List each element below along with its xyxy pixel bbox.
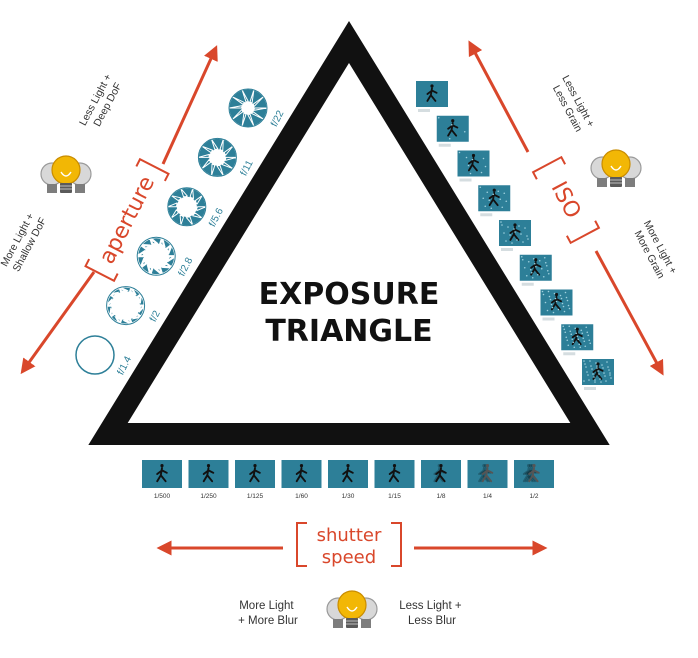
aperture-bracket-right: [135, 157, 170, 182]
aperture-bottom-note: More Light + Shallow DoF: [0, 209, 50, 275]
aperture-label: aperture: [95, 172, 160, 268]
iso-arrow-lower: [594, 250, 664, 376]
iso-frame: [478, 185, 511, 217]
shutter-bracket-left: [296, 522, 307, 567]
shutter-label-line-2: speed: [322, 547, 376, 568]
title-line-2: TRIANGLE: [265, 314, 432, 349]
shutter-frames: 1/500 1/250 1/125 1/60 1/30 1/15 1/8 1/4 1/2: [142, 460, 554, 500]
aperture-stop-label: f/1.4: [115, 354, 134, 377]
shutter-frame: 1/4: [467, 460, 508, 500]
iso-label: ISO: [546, 178, 586, 223]
aperture-stop-label: f/2.8: [177, 256, 196, 279]
shutter-section: 1/500 1/250 1/125 1/60 1/30 1/15 1/8 1/4 1/2 shu…: [142, 460, 554, 628]
shutter-frame: 1/2: [514, 460, 554, 500]
shutter-left-note: More Light + More Blur: [238, 600, 298, 627]
iso-frames: [416, 81, 614, 390]
iso-bracket-right: [566, 220, 601, 245]
shutter-speed-label: 1/60: [295, 493, 308, 500]
shutter-frame: 1/125: [235, 460, 275, 500]
iso-frame: [416, 81, 448, 112]
aperture-stop-label: f/2: [148, 309, 163, 324]
iso-bottom-note: More Light + More Grain: [629, 219, 680, 285]
iso-frame: [519, 254, 552, 286]
aperture-stop: f/2.8: [136, 236, 196, 279]
shutter-frame: 1/15: [374, 460, 415, 500]
iso-frame: [582, 359, 614, 390]
shutter-speed-label: 1/15: [388, 493, 401, 500]
shutter-speed-label: 1/250: [200, 493, 217, 500]
aperture-bracket-left: [84, 258, 119, 283]
shutter-speed-label: 1/500: [154, 493, 171, 500]
aperture-top-note: Less Light + Deep DoF: [77, 69, 127, 134]
lightbulb-icon: [326, 590, 378, 628]
lightbulb-icon: [40, 155, 92, 193]
shutter-frame: 1/250: [188, 460, 229, 500]
shutter-speed-label: 1/8: [436, 493, 445, 500]
shutter-frame: 1/30: [328, 460, 368, 500]
shutter-label-line-1: shutter: [317, 525, 382, 546]
iso-bracket-left: [531, 155, 566, 180]
iso-frame: [540, 289, 573, 321]
shutter-frame: 1/500: [142, 460, 182, 500]
aperture-stop: f/11: [197, 137, 256, 178]
aperture-stop-label: f/22: [269, 109, 287, 129]
iso-frame: [457, 150, 490, 182]
shutter-speed-label: 1/125: [247, 493, 264, 500]
iso-frame: [436, 115, 469, 147]
shutter-bracket-right: [391, 522, 402, 567]
aperture-stop: f/1.4: [75, 335, 134, 377]
iso-frame: [499, 220, 531, 251]
shutter-speed-label: 1/30: [342, 493, 355, 500]
title-line-1: EXPOSURE: [259, 277, 440, 312]
aperture-stops: f/1.4 f/2 f/2.8 f/5.6 f/11 f/22: [75, 88, 287, 377]
shutter-frame: 1/60: [281, 460, 322, 500]
aperture-arrow-lower: [20, 271, 96, 375]
iso-top-note: Less Light + Less Grain: [548, 73, 598, 138]
iso-arrow-upper: [468, 40, 530, 153]
shutter-speed-label: 1/4: [483, 493, 492, 500]
aperture-stop: f/2: [105, 285, 163, 326]
exposure-triangle: [88, 20, 610, 445]
aperture-stop-label: f/5.6: [207, 206, 226, 229]
shutter-speed-label: 1/2: [529, 493, 538, 500]
iso-frame: [561, 324, 594, 356]
aperture-stop: f/22: [228, 88, 287, 129]
shutter-frame: 1/8: [421, 460, 461, 500]
aperture-stop-label: f/11: [239, 158, 256, 178]
aperture-stop: f/5.6: [167, 187, 226, 229]
lightbulb-icon: [590, 149, 642, 187]
aperture-arrow-upper: [161, 45, 218, 165]
shutter-right-note: Less Light + Less Blur: [399, 600, 465, 627]
